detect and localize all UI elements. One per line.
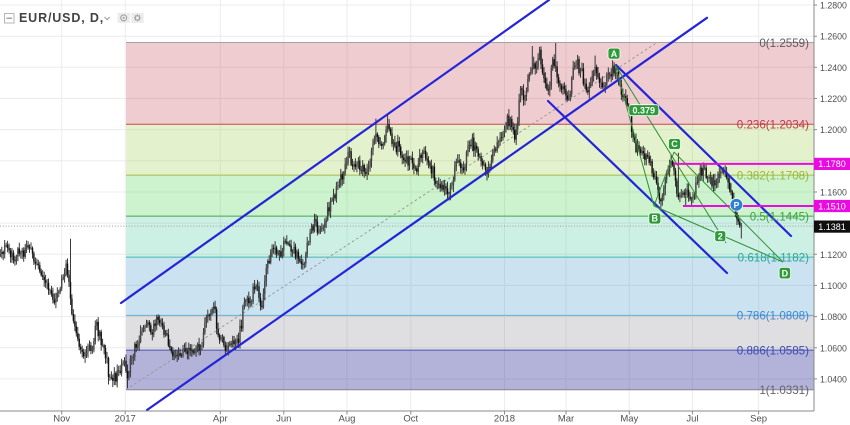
svg-text:Apr: Apr — [213, 414, 228, 425]
svg-text:P: P — [734, 200, 740, 210]
svg-text:Jul: Jul — [686, 414, 698, 425]
svg-text:0.886(1.0585): 0.886(1.0585) — [737, 344, 809, 357]
svg-text:B: B — [652, 214, 659, 224]
svg-text:1.1780: 1.1780 — [818, 159, 846, 169]
svg-text:D: D — [782, 268, 789, 278]
svg-text:1.1381: 1.1381 — [818, 222, 846, 232]
svg-text:1.0800: 1.0800 — [820, 312, 847, 322]
svg-text:1.1600: 1.1600 — [820, 188, 847, 198]
svg-text:1.1200: 1.1200 — [820, 250, 847, 260]
svg-text:0.379: 0.379 — [633, 105, 656, 115]
svg-text:Aug: Aug — [339, 414, 356, 425]
svg-text:0(1.2559): 0(1.2559) — [759, 37, 809, 50]
svg-text:Oct: Oct — [403, 414, 418, 425]
svg-text:1.2400: 1.2400 — [820, 63, 847, 73]
svg-text:0.786(1.0808): 0.786(1.0808) — [737, 310, 809, 323]
svg-text:0.5(1.1445): 0.5(1.1445) — [750, 210, 809, 223]
svg-text:0.236(1.2034): 0.236(1.2034) — [737, 119, 809, 132]
svg-text:May: May — [620, 414, 638, 425]
svg-text:1.2200: 1.2200 — [820, 94, 847, 104]
svg-text:1.0600: 1.0600 — [820, 343, 847, 353]
svg-text:0.382(1.1708): 0.382(1.1708) — [737, 169, 809, 182]
svg-text:1.2600: 1.2600 — [820, 32, 847, 42]
svg-text:1(1.0331): 1(1.0331) — [759, 384, 809, 397]
svg-text:Jun: Jun — [276, 414, 291, 425]
svg-text:1.0400: 1.0400 — [820, 374, 847, 384]
svg-text:Nov: Nov — [53, 414, 70, 425]
svg-text:EUR/USD, D,: EUR/USD, D, — [19, 11, 104, 25]
svg-text:1.2800: 1.2800 — [820, 1, 847, 11]
svg-text:A: A — [611, 49, 618, 59]
svg-text:2018: 2018 — [494, 414, 515, 425]
svg-text:2017: 2017 — [115, 414, 136, 425]
svg-text:1.2000: 1.2000 — [820, 125, 847, 135]
svg-text:1.1510: 1.1510 — [818, 201, 846, 211]
svg-text:2: 2 — [718, 231, 723, 241]
svg-text:Mar: Mar — [558, 414, 574, 425]
svg-text:1.1000: 1.1000 — [820, 281, 847, 291]
svg-text:0.618(1.1182): 0.618(1.1182) — [738, 251, 809, 264]
svg-text:Sep: Sep — [750, 414, 767, 425]
svg-text:C: C — [671, 139, 678, 149]
